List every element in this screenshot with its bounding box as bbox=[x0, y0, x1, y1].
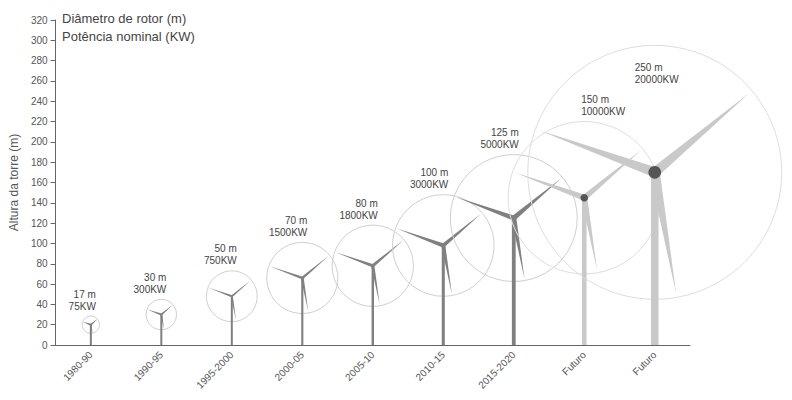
svg-text:Futuro: Futuro bbox=[560, 349, 588, 377]
svg-text:2015-2020: 2015-2020 bbox=[476, 349, 518, 391]
svg-text:240: 240 bbox=[31, 96, 48, 107]
svg-text:40: 40 bbox=[36, 299, 48, 310]
svg-text:2005-10: 2005-10 bbox=[343, 349, 377, 383]
svg-text:5000KW: 5000KW bbox=[480, 139, 519, 150]
svg-text:Altura da torre (m): Altura da torre (m) bbox=[7, 134, 21, 231]
svg-text:1500KW: 1500KW bbox=[269, 227, 308, 238]
svg-text:300KW: 300KW bbox=[134, 284, 167, 295]
svg-text:220: 220 bbox=[31, 116, 48, 127]
svg-text:200: 200 bbox=[31, 136, 48, 147]
svg-text:100: 100 bbox=[31, 238, 48, 249]
svg-text:320: 320 bbox=[31, 15, 48, 26]
svg-text:1800KW: 1800KW bbox=[339, 210, 378, 221]
svg-text:50 m: 50 m bbox=[215, 243, 237, 254]
svg-text:20000KW: 20000KW bbox=[635, 74, 679, 85]
svg-text:60: 60 bbox=[36, 279, 48, 290]
svg-text:250 m: 250 m bbox=[635, 62, 663, 73]
svg-text:75KW: 75KW bbox=[69, 301, 97, 312]
svg-text:150 m: 150 m bbox=[581, 94, 609, 105]
svg-text:3000KW: 3000KW bbox=[410, 179, 449, 190]
svg-text:10000KW: 10000KW bbox=[581, 106, 625, 117]
svg-text:140: 140 bbox=[31, 197, 48, 208]
svg-text:80 m: 80 m bbox=[356, 198, 378, 209]
svg-text:0: 0 bbox=[42, 340, 48, 351]
svg-text:300: 300 bbox=[31, 35, 48, 46]
svg-text:2000-05: 2000-05 bbox=[272, 349, 306, 383]
svg-text:180: 180 bbox=[31, 157, 48, 168]
svg-text:280: 280 bbox=[31, 55, 48, 66]
svg-text:260: 260 bbox=[31, 75, 48, 86]
svg-text:Diâmetro de rotor (m): Diâmetro de rotor (m) bbox=[62, 11, 186, 26]
svg-text:Futuro: Futuro bbox=[630, 349, 658, 377]
svg-text:100 m: 100 m bbox=[420, 167, 448, 178]
svg-text:1990-95: 1990-95 bbox=[132, 349, 166, 383]
svg-text:17 m: 17 m bbox=[74, 289, 96, 300]
svg-text:120: 120 bbox=[31, 218, 48, 229]
svg-text:1995-2000: 1995-2000 bbox=[194, 349, 236, 391]
svg-text:2010-15: 2010-15 bbox=[413, 349, 447, 383]
svg-text:20: 20 bbox=[36, 319, 48, 330]
svg-text:80: 80 bbox=[36, 258, 48, 269]
svg-text:70 m: 70 m bbox=[285, 215, 307, 226]
svg-text:30 m: 30 m bbox=[144, 272, 166, 283]
svg-text:Potência nominal (KW): Potência nominal (KW) bbox=[62, 29, 195, 44]
svg-text:160: 160 bbox=[31, 177, 48, 188]
svg-text:125 m: 125 m bbox=[491, 127, 519, 138]
svg-text:1980-90: 1980-90 bbox=[61, 349, 95, 383]
svg-text:750KW: 750KW bbox=[204, 255, 237, 266]
